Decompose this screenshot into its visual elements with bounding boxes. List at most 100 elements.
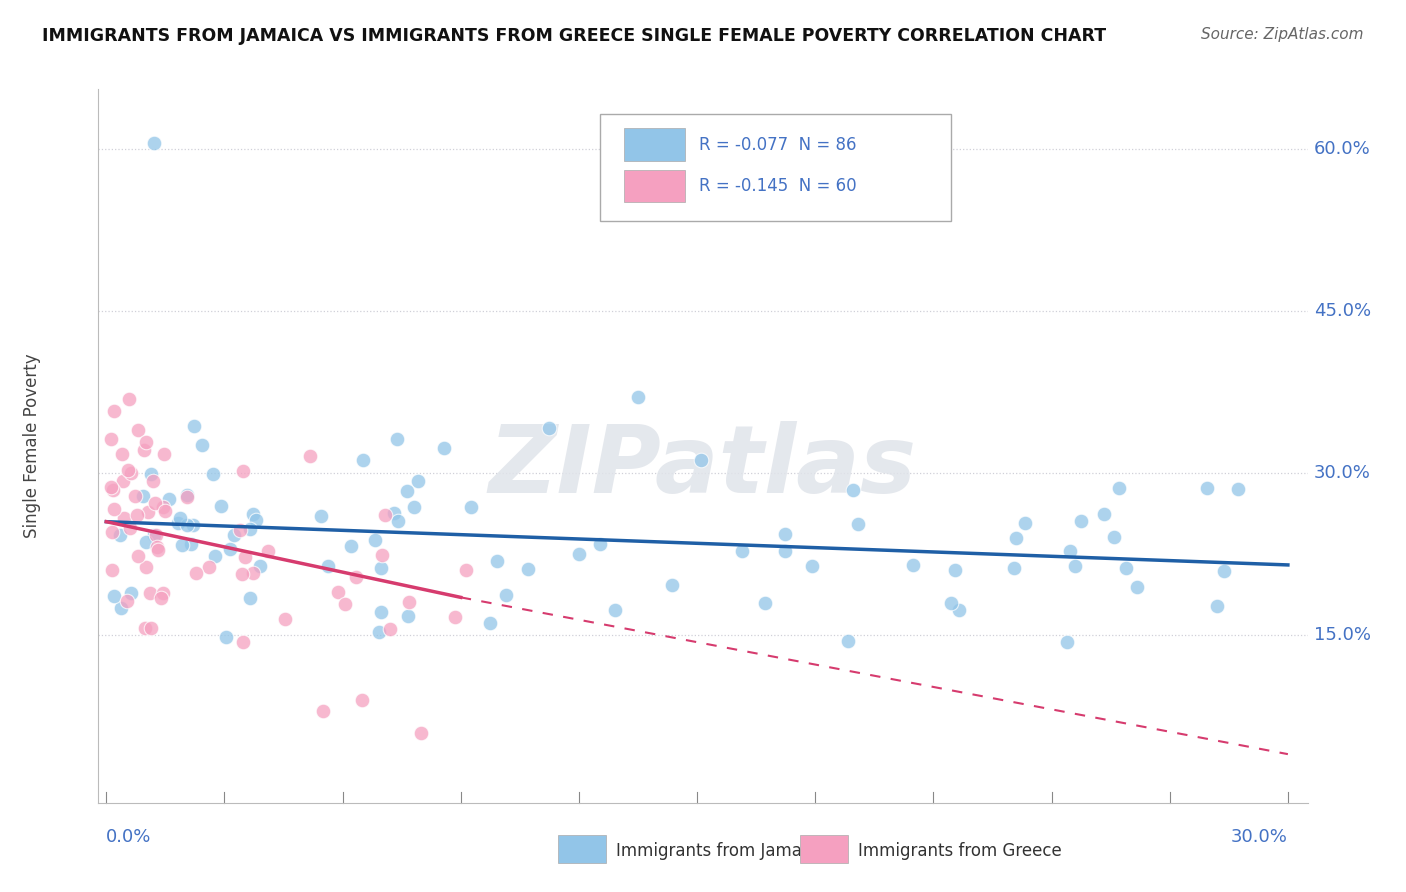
Point <box>1002 561 1025 575</box>
Point <box>232 634 254 648</box>
Point <box>443 610 465 624</box>
Point <box>370 605 392 619</box>
Point <box>219 541 242 556</box>
Point <box>112 474 135 488</box>
Point <box>661 578 683 592</box>
Point <box>1115 561 1137 575</box>
Point <box>943 563 966 577</box>
Point <box>245 512 267 526</box>
Point <box>298 450 321 464</box>
Point <box>309 509 332 524</box>
Point <box>1108 481 1130 495</box>
Point <box>204 549 226 563</box>
Point <box>176 488 198 502</box>
Point <box>344 569 367 583</box>
Point <box>152 585 174 599</box>
Point <box>149 591 172 606</box>
FancyBboxPatch shape <box>558 835 606 863</box>
Point <box>127 549 149 563</box>
Point <box>1102 531 1125 545</box>
Point <box>1226 482 1249 496</box>
Point <box>842 483 865 498</box>
Text: Single Female Poverty: Single Female Poverty <box>22 354 41 538</box>
Point <box>103 589 125 603</box>
Point <box>256 544 278 558</box>
Text: R = -0.145  N = 60: R = -0.145 N = 60 <box>699 178 858 195</box>
Point <box>201 467 224 482</box>
Point <box>157 492 180 507</box>
Point <box>318 558 340 573</box>
Text: 45.0%: 45.0% <box>1313 301 1371 320</box>
Point <box>538 421 561 435</box>
Point <box>1195 481 1218 495</box>
Point <box>134 621 156 635</box>
Point <box>589 537 612 551</box>
Point <box>141 467 163 481</box>
Point <box>110 600 132 615</box>
Point <box>142 474 165 488</box>
FancyBboxPatch shape <box>800 835 848 863</box>
Point <box>249 558 271 573</box>
Point <box>754 596 776 610</box>
Point <box>1092 507 1115 521</box>
Point <box>142 136 165 151</box>
Point <box>373 508 395 522</box>
Point <box>456 563 478 577</box>
Point <box>146 541 169 555</box>
Point <box>387 514 409 528</box>
Text: Immigrants from Jamaica: Immigrants from Jamaica <box>616 842 825 860</box>
Point <box>398 608 420 623</box>
Point <box>118 521 141 535</box>
Point <box>846 517 869 532</box>
Point <box>242 507 264 521</box>
Text: 0.0%: 0.0% <box>107 828 152 846</box>
Point <box>153 447 176 461</box>
Point <box>139 586 162 600</box>
Point <box>117 463 139 477</box>
Point <box>901 558 924 573</box>
Point <box>605 602 627 616</box>
Point <box>100 433 122 447</box>
Point <box>568 547 591 561</box>
Point <box>378 623 401 637</box>
Point <box>152 500 174 515</box>
Point <box>135 435 157 450</box>
Point <box>172 538 194 552</box>
Point <box>433 441 456 455</box>
Point <box>143 496 166 510</box>
Point <box>689 453 711 467</box>
Point <box>801 558 824 573</box>
Point <box>120 466 142 480</box>
Text: 15.0%: 15.0% <box>1313 626 1371 644</box>
Point <box>176 490 198 504</box>
Point <box>180 537 202 551</box>
Point <box>1005 531 1028 545</box>
Point <box>110 528 132 542</box>
Point <box>101 524 124 539</box>
Point <box>214 630 236 644</box>
Point <box>191 438 214 452</box>
Point <box>209 499 232 513</box>
Point <box>939 596 962 610</box>
Point <box>103 483 125 497</box>
Point <box>103 502 125 516</box>
Point <box>231 566 253 581</box>
Point <box>333 598 356 612</box>
FancyBboxPatch shape <box>624 128 685 161</box>
Point <box>312 704 335 718</box>
Point <box>1126 580 1149 594</box>
Point <box>115 594 138 608</box>
Point <box>112 511 135 525</box>
Point <box>364 533 387 547</box>
Point <box>100 480 122 494</box>
Point <box>274 612 297 626</box>
Text: R = -0.077  N = 86: R = -0.077 N = 86 <box>699 136 856 153</box>
Point <box>183 419 205 434</box>
Point <box>181 517 204 532</box>
Point <box>145 528 167 542</box>
Text: IMMIGRANTS FROM JAMAICA VS IMMIGRANTS FROM GREECE SINGLE FEMALE POVERTY CORRELAT: IMMIGRANTS FROM JAMAICA VS IMMIGRANTS FR… <box>42 27 1107 45</box>
FancyBboxPatch shape <box>600 114 950 221</box>
Point <box>516 562 538 576</box>
Point <box>411 725 433 739</box>
Point <box>127 423 149 437</box>
